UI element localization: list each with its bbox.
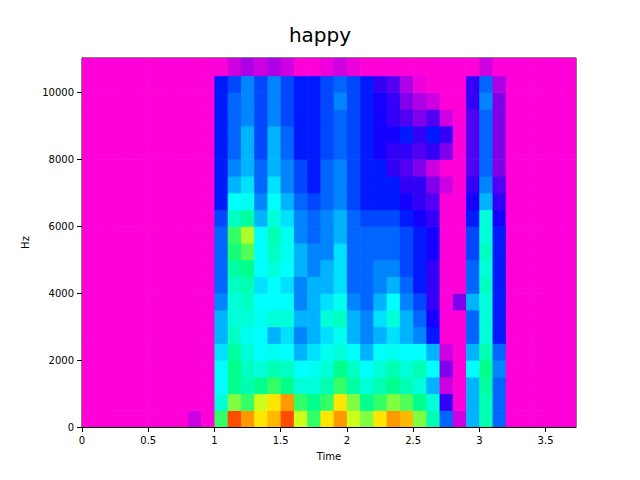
svg-text:2000: 2000 [49, 355, 74, 366]
svg-text:3: 3 [476, 435, 482, 446]
svg-text:1.5: 1.5 [273, 435, 289, 446]
svg-text:2.5: 2.5 [405, 435, 421, 446]
svg-text:4000: 4000 [49, 288, 74, 299]
svg-text:2: 2 [344, 435, 350, 446]
svg-text:8000: 8000 [49, 154, 74, 165]
svg-text:1: 1 [211, 435, 217, 446]
svg-text:6000: 6000 [49, 221, 74, 232]
svg-text:0: 0 [68, 422, 74, 433]
svg-text:0.5: 0.5 [140, 435, 156, 446]
svg-text:10000: 10000 [42, 87, 74, 98]
svg-text:3.5: 3.5 [538, 435, 554, 446]
svg-text:Time: Time [316, 451, 341, 462]
svg-text:0: 0 [79, 435, 85, 446]
svg-text:happy: happy [289, 23, 351, 47]
svg-text:Hz: Hz [20, 236, 31, 249]
